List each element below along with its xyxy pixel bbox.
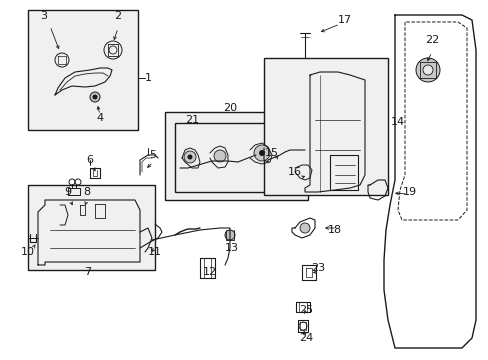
Text: 13: 13 <box>224 243 239 253</box>
Text: 21: 21 <box>184 115 199 125</box>
Circle shape <box>224 230 235 240</box>
Circle shape <box>214 150 225 162</box>
Text: 12: 12 <box>203 267 217 277</box>
Text: 16: 16 <box>287 167 302 177</box>
Circle shape <box>415 58 439 82</box>
Text: 11: 11 <box>148 247 162 257</box>
Circle shape <box>259 150 264 156</box>
Circle shape <box>299 223 309 233</box>
Text: 1: 1 <box>144 73 151 83</box>
Text: 10: 10 <box>21 247 35 257</box>
Text: 15: 15 <box>264 148 279 158</box>
Text: 17: 17 <box>337 15 351 25</box>
Text: 7: 7 <box>84 267 91 277</box>
Circle shape <box>187 154 192 159</box>
Bar <box>164 112 307 200</box>
Text: 2: 2 <box>114 11 122 21</box>
Bar <box>28 10 138 130</box>
Text: 18: 18 <box>327 225 342 235</box>
Text: 23: 23 <box>310 263 325 273</box>
Circle shape <box>422 65 432 75</box>
Text: 5: 5 <box>149 150 156 160</box>
Circle shape <box>90 92 100 102</box>
Circle shape <box>92 94 97 99</box>
Text: 8: 8 <box>83 187 90 197</box>
Text: 9: 9 <box>64 187 71 197</box>
Text: 24: 24 <box>298 333 312 343</box>
Circle shape <box>253 145 269 161</box>
Bar <box>28 185 155 270</box>
Text: 25: 25 <box>298 305 312 315</box>
Text: 4: 4 <box>96 113 103 123</box>
Circle shape <box>183 151 196 163</box>
Bar <box>175 123 297 192</box>
Bar <box>264 58 387 195</box>
Text: 3: 3 <box>41 11 47 21</box>
Text: 19: 19 <box>402 187 416 197</box>
Text: 14: 14 <box>390 117 404 127</box>
Text: 6: 6 <box>86 155 93 165</box>
Text: 20: 20 <box>223 103 237 113</box>
Text: 22: 22 <box>424 35 438 45</box>
